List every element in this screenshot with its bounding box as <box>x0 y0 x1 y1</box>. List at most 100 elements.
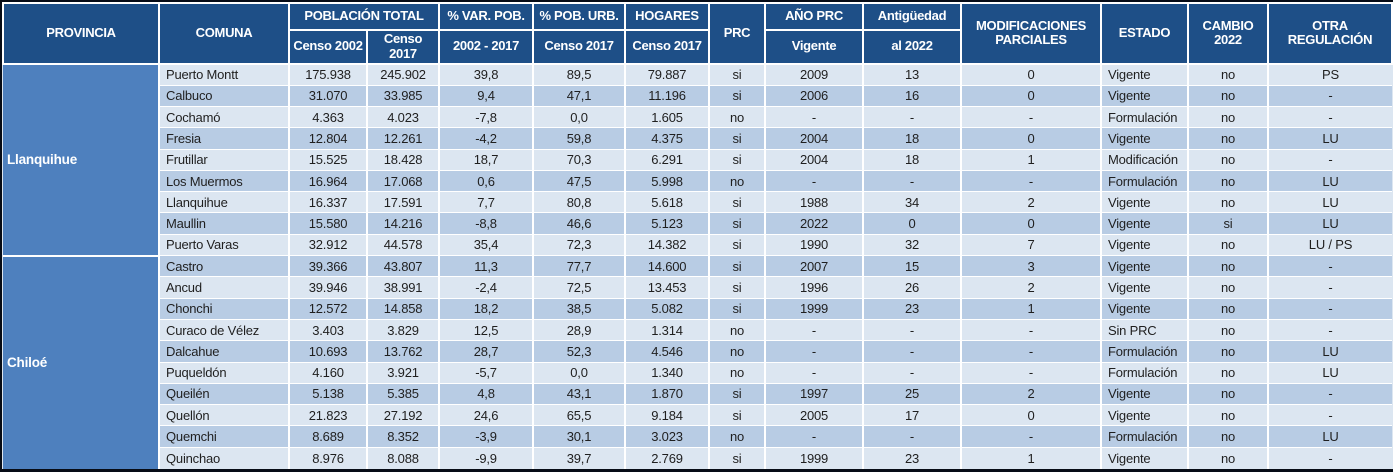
cell-otra-regulacion: - <box>1267 276 1392 299</box>
cell-comuna: Quellón <box>158 404 289 426</box>
cell-ano-prc-vigente: 2004 <box>764 127 863 150</box>
cell-ano-prc-vigente: 2007 <box>764 255 863 277</box>
cell-estado: Sin PRC <box>1100 318 1188 341</box>
cell-comuna: Quinchao <box>158 446 289 469</box>
cell-cambio-2022: no <box>1187 105 1268 128</box>
cell-censo-2017: 18.428 <box>366 148 439 171</box>
cell-provincia: Chiloé <box>3 254 159 469</box>
cell-modificaciones: 0 <box>960 212 1101 235</box>
cell-modificaciones: 3 <box>960 255 1101 277</box>
cell-censo-2002: 10.693 <box>288 340 367 363</box>
table-row: Frutillar 15.525 18.428 18,7 70,3 6.291 si 2004… <box>3 148 1392 171</box>
cell-prc: si <box>708 297 765 320</box>
cell-var-pob: 28,7 <box>438 340 533 363</box>
cell-prc: si <box>708 127 765 150</box>
cell-cambio-2022: no <box>1187 127 1268 150</box>
table-row: Ancud 39.946 38.991 -2,4 72,5 13.453 si 1996 26 2… <box>3 276 1392 299</box>
cell-ano-prc-vigente: 1988 <box>764 191 863 213</box>
cell-censo-2002: 3.403 <box>288 318 367 341</box>
cell-hogares: 5.123 <box>624 212 709 235</box>
cell-var-pob: -2,4 <box>438 276 533 299</box>
table-row: Quinchao 8.976 8.088 -9,9 39,7 2.769 si 1999 23 1… <box>3 446 1392 469</box>
table-row: Llanquihue Puerto Montt 175.938 245.902 39,8… <box>3 62 1392 256</box>
cell-antiguedad: 18 <box>862 148 961 171</box>
cell-ano-prc-vigente: 1990 <box>764 233 863 256</box>
cell-pob-urb: 47,1 <box>532 84 625 107</box>
subheader-censo-2017-total: Censo 2017 <box>366 29 440 65</box>
cell-antiguedad: - <box>862 425 961 448</box>
cell-censo-2002: 12.572 <box>288 297 367 320</box>
cell-otra-regulacion: LU <box>1267 340 1392 363</box>
cell-antiguedad: - <box>862 169 961 192</box>
cell-censo-2002: 16.964 <box>288 169 367 192</box>
cell-modificaciones: 0 <box>960 63 1101 86</box>
header-var-pob: % VAR. POB. <box>438 2 534 31</box>
cell-prc: si <box>708 212 765 235</box>
cell-pob-urb: 0,0 <box>532 361 625 384</box>
cell-otra-regulacion: LU <box>1267 361 1392 384</box>
cell-censo-2017: 12.261 <box>366 127 439 150</box>
cell-prc: si <box>708 233 765 256</box>
cell-hogares: 6.291 <box>624 148 709 171</box>
cell-ano-prc-vigente: - <box>764 361 863 384</box>
cell-cambio-2022: no <box>1187 297 1268 320</box>
cell-var-pob: 7,7 <box>438 191 533 213</box>
cell-comuna: Puerto Montt <box>158 63 289 86</box>
cell-censo-2002: 12.804 <box>288 127 367 150</box>
cell-otra-regulacion: - <box>1267 148 1392 171</box>
cell-censo-2002: 8.976 <box>288 446 367 469</box>
cell-antiguedad: 16 <box>862 84 961 107</box>
cell-ano-prc-vigente: - <box>764 318 863 341</box>
cell-pob-urb: 47,5 <box>532 169 625 192</box>
cell-censo-2017: 17.068 <box>366 169 439 192</box>
cell-estado: Vigente <box>1100 276 1188 299</box>
cell-cambio-2022: no <box>1187 425 1268 448</box>
cell-comuna: Ancud <box>158 276 289 299</box>
cell-otra-regulacion: LU / PS <box>1267 233 1392 256</box>
header-antiguedad: Antigüedad <box>862 2 962 31</box>
cell-var-pob: 0,6 <box>438 169 533 192</box>
cell-hogares: 13.453 <box>624 276 709 299</box>
cell-censo-2017: 3.829 <box>366 318 439 341</box>
cell-pob-urb: 38,5 <box>532 297 625 320</box>
cell-ano-prc-vigente: - <box>764 105 863 128</box>
cell-antiguedad: - <box>862 318 961 341</box>
cell-comuna: Fresia <box>158 127 289 150</box>
cell-cambio-2022: no <box>1187 446 1268 469</box>
cell-antiguedad: - <box>862 340 961 363</box>
cell-cambio-2022: no <box>1187 148 1268 171</box>
cell-comuna: Curaco de Vélez <box>158 318 289 341</box>
table-row: Fresia 12.804 12.261 -4,2 59,8 4.375 si 2004 18 0… <box>3 127 1392 150</box>
cell-hogares: 1.870 <box>624 382 709 405</box>
cell-otra-regulacion: LU <box>1267 127 1392 150</box>
cell-modificaciones: 0 <box>960 127 1101 150</box>
cell-modificaciones: - <box>960 361 1101 384</box>
cell-ano-prc-vigente: - <box>764 340 863 363</box>
cell-ano-prc-vigente: 2006 <box>764 84 863 107</box>
header-poblacion-total: POBLACIÓN TOTAL <box>288 2 440 31</box>
cell-otra-regulacion: - <box>1267 84 1392 107</box>
cell-prc: si <box>708 404 765 426</box>
cell-var-pob: 12,5 <box>438 318 533 341</box>
cell-censo-2002: 5.138 <box>288 382 367 405</box>
cell-ano-prc-vigente: 2022 <box>764 212 863 235</box>
cell-estado: Vigente <box>1100 404 1188 426</box>
cell-modificaciones: 1 <box>960 446 1101 469</box>
cell-hogares: 5.618 <box>624 191 709 213</box>
cell-modificaciones: - <box>960 169 1101 192</box>
cell-ano-prc-vigente: 1999 <box>764 446 863 469</box>
cell-censo-2002: 21.823 <box>288 404 367 426</box>
cell-hogares: 4.375 <box>624 127 709 150</box>
cell-otra-regulacion: - <box>1267 318 1392 341</box>
cell-censo-2017: 8.088 <box>366 446 439 469</box>
cell-hogares: 1.605 <box>624 105 709 128</box>
cell-censo-2002: 32.912 <box>288 233 367 256</box>
cell-prc: no <box>708 318 765 341</box>
cell-pob-urb: 43,1 <box>532 382 625 405</box>
cell-cambio-2022: no <box>1187 404 1268 426</box>
cell-ano-prc-vigente: 2004 <box>764 148 863 171</box>
cell-var-pob: 11,3 <box>438 255 533 277</box>
cell-prc: no <box>708 169 765 192</box>
